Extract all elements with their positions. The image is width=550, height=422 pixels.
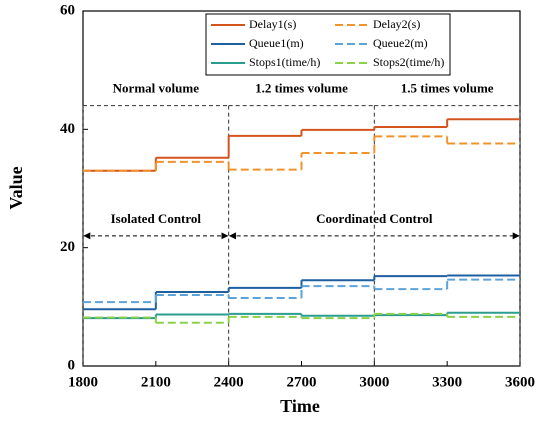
x-tick-label: 2700 bbox=[287, 374, 317, 390]
region-label: 1.2 times volume bbox=[255, 81, 348, 96]
x-axis-label: Time bbox=[280, 396, 320, 416]
legend-label: Stops2(time/h) bbox=[373, 55, 444, 69]
y-tick-label: 40 bbox=[60, 121, 75, 137]
control-label: Isolated Control bbox=[111, 211, 202, 226]
x-tick-label: 3000 bbox=[359, 374, 389, 390]
y-tick-label: 0 bbox=[68, 357, 76, 373]
x-tick-label: 1800 bbox=[68, 374, 98, 390]
x-tick-label: 2400 bbox=[214, 374, 244, 390]
y-tick-label: 20 bbox=[60, 239, 75, 255]
legend-label: Stops1(time/h) bbox=[249, 55, 320, 69]
legend-label: Delay2(s) bbox=[373, 17, 420, 31]
x-tick-label: 3600 bbox=[505, 374, 535, 390]
legend-box bbox=[205, 13, 451, 76]
legend-label: Queue2(m) bbox=[373, 36, 428, 50]
y-axis-label: Value bbox=[6, 166, 26, 209]
y-tick-label: 60 bbox=[60, 2, 75, 18]
x-tick-label: 2100 bbox=[141, 374, 171, 390]
control-label: Coordinated Control bbox=[316, 211, 433, 226]
x-tick-label: 3300 bbox=[432, 374, 462, 390]
region-label: Normal volume bbox=[113, 81, 200, 96]
legend-label: Queue1(m) bbox=[249, 36, 304, 50]
legend-label: Delay1(s) bbox=[249, 17, 296, 31]
region-label: 1.5 times volume bbox=[401, 81, 494, 96]
